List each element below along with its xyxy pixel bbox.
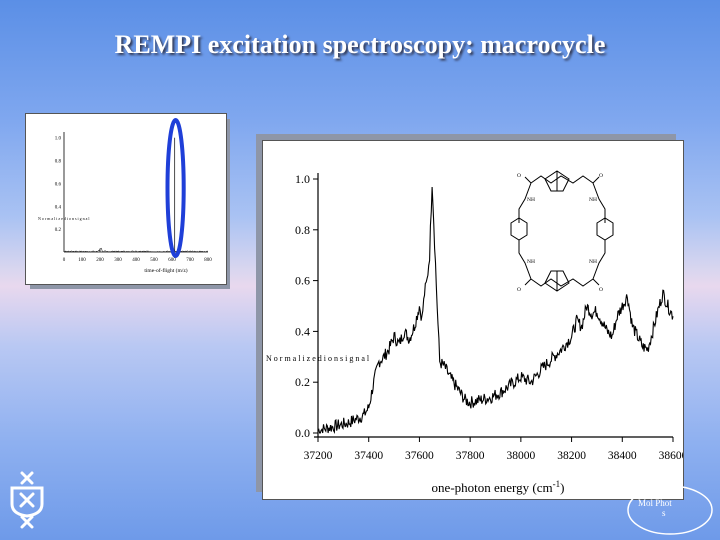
y-axis-label: N o r m a l i z e d i o n s i g n a l [266,354,370,363]
label-o-1: O [517,173,521,179]
carbonyl-bond-4 [592,278,600,286]
rempi-spectrum-chart: 37200 37400 37600 37800 38000 38200 38400 3860 0… [266,170,688,495]
tof-x-tick-label: 500 [150,258,158,263]
label-nh-2: NH [589,197,597,203]
label-nh-4: NH [589,259,597,265]
y-tick-label: 1.0 [295,172,310,186]
right-benzene-ring [596,217,614,241]
x-tick-label: 37800 [456,450,485,462]
label-o-3: O [517,287,521,293]
tof-y-tick-label: 1.0 [55,137,62,142]
x-tick-label: 37200 [304,450,333,462]
left-lower-arm [518,240,532,280]
tof-x-tick-label: 700 [186,258,194,263]
bottom-cage [544,270,570,292]
x-tick-label: 38000 [506,450,535,462]
label-o-4: O [599,287,603,293]
tof-baseline [63,247,209,253]
molphot-text-1: Mol Phot [638,498,672,508]
macrocycle-structure [510,170,614,292]
x-tick-label: 37400 [354,450,383,462]
x-tick-label: 37600 [405,450,434,462]
y-tick-label: 0.8 [295,223,310,237]
carbonyl-bond-1 [524,176,532,184]
left-upper-arm [518,182,532,223]
y-tick-label: 0.6 [295,274,310,288]
rempi-spectrum-panel: 37200 37400 37600 37800 38000 38200 38400 3860 0… [262,140,688,500]
tof-chart: 0 100 200 300 400 500 600 700 800 0.2 0.4 0.6 0.8 1.0… [38,118,212,274]
tof-x-tick-label: 0 [63,258,66,263]
tof-x-tick-label: 100 [78,258,86,263]
tof-y-tick-label: 0.4 [55,205,62,210]
university-shield-logo [10,471,44,529]
highlight-ellipse [165,118,186,258]
x-tick-label: 38200 [557,450,586,462]
spectrum-line [317,186,674,434]
tof-x-tick-label: 800 [204,258,212,263]
tof-inset-panel: 0 100 200 300 400 500 600 700 800 0.2 0.4 0.6 0.8 1.0… [25,113,227,285]
tof-x-tick-label: 300 [114,258,122,263]
right-lower-arm [592,240,606,280]
x-axis-label: one-photon energy (cm-1) [432,479,565,495]
label-o-2: O [599,173,603,179]
label-nh-1: NH [527,197,535,203]
molphot-text-2: s [662,508,666,518]
slide-title: REMPI excitation spectroscopy: macrocycl… [114,30,606,59]
y-tick-label: 0.4 [295,324,310,338]
carbonyl-bond-2 [592,176,600,184]
tof-x-tick-label: 200 [96,258,104,263]
tof-x-tick-label: 600 [168,258,176,263]
tof-x-tick-label: 400 [132,258,140,263]
x-tick-label: 38400 [608,450,637,462]
molphot-logo: Mol Phot s [627,485,713,535]
right-upper-arm [592,182,606,223]
tof-y-axis-label: N o r m a l i z e d i o n s i g n a l [38,216,90,221]
top-bridge [530,175,594,184]
bottom-bridge [530,278,594,287]
left-benzene-ring [510,217,528,241]
tof-y-tick-label: 0.6 [55,182,62,187]
y-tick-label: 0.0 [295,426,310,440]
y-tick-label: 0.2 [295,375,310,389]
carbonyl-bond-3 [524,278,532,286]
label-nh-3: NH [527,259,535,265]
top-cage [544,170,570,192]
tof-y-tick-label: 0.2 [55,228,62,233]
tof-x-axis-label: time-of-flight (m/z) [144,267,187,274]
tof-y-tick-label: 0.8 [55,160,62,165]
